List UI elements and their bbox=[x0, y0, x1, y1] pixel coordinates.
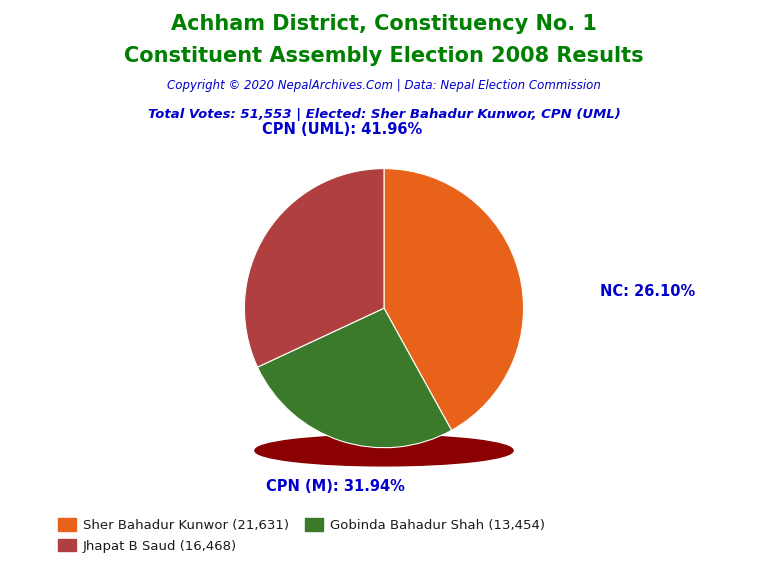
Text: Total Votes: 51,553 | Elected: Sher Bahadur Kunwor, CPN (UML): Total Votes: 51,553 | Elected: Sher Baha… bbox=[147, 108, 621, 122]
Legend: Sher Bahadur Kunwor (21,631), Jhapat B Saud (16,468), Gobinda Bahadur Shah (13,4: Sher Bahadur Kunwor (21,631), Jhapat B S… bbox=[53, 513, 550, 558]
Text: CPN (UML): 41.96%: CPN (UML): 41.96% bbox=[262, 122, 422, 137]
Ellipse shape bbox=[255, 435, 513, 466]
Text: Copyright © 2020 NepalArchives.Com | Data: Nepal Election Commission: Copyright © 2020 NepalArchives.Com | Dat… bbox=[167, 79, 601, 93]
Text: Constituent Assembly Election 2008 Results: Constituent Assembly Election 2008 Resul… bbox=[124, 46, 644, 66]
Wedge shape bbox=[244, 169, 384, 367]
Text: CPN (M): 31.94%: CPN (M): 31.94% bbox=[266, 479, 405, 494]
Wedge shape bbox=[257, 308, 452, 448]
Text: NC: 26.10%: NC: 26.10% bbox=[601, 284, 696, 299]
Text: Achham District, Constituency No. 1: Achham District, Constituency No. 1 bbox=[171, 14, 597, 35]
Wedge shape bbox=[384, 169, 524, 430]
